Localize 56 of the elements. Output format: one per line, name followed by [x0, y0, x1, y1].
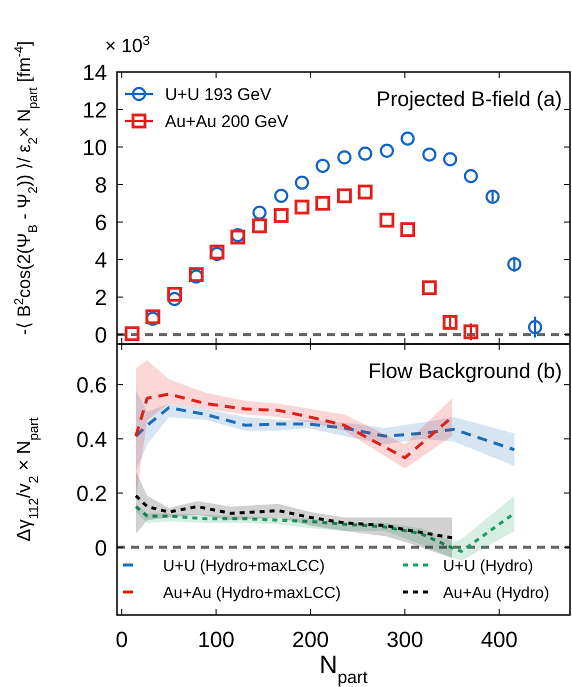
y-tick-label: 0.4 [76, 426, 107, 452]
y-tick-label: 8 [94, 172, 107, 198]
x-tick-label: 100 [198, 627, 234, 652]
x-axis-title: N$_{part}$ [319, 651, 368, 687]
y-tick-label: 12 [82, 98, 107, 123]
y-tick-label: 6 [94, 210, 107, 236]
point [400, 131, 415, 146]
y-tick-label: 10 [82, 135, 107, 160]
line-series [134, 406, 516, 452]
y-tick-label: 0.6 [76, 372, 107, 398]
y-tick-label: 2 [94, 285, 107, 310]
legend-label: Au+Au 200 GeV [165, 112, 289, 131]
point [358, 146, 372, 161]
legend-label: Au+Au (Hydro+maxLCC) [163, 585, 341, 602]
legend-label: U+U 193 GeV [165, 85, 272, 104]
point [315, 196, 330, 211]
point [380, 212, 394, 228]
y-tick-label: 0 [94, 535, 107, 560]
legend-label: U+U (Hydro+maxLCC) [163, 558, 325, 575]
point [337, 188, 352, 204]
point [464, 324, 478, 340]
point [507, 257, 522, 272]
point [167, 286, 182, 302]
y-tick-label: 0.2 [76, 481, 107, 506]
point [294, 200, 310, 214]
point [124, 326, 140, 342]
point [337, 150, 352, 164]
point [528, 320, 542, 334]
point [464, 169, 478, 184]
legend-label: U+U (Hydro) [443, 558, 534, 575]
point [486, 190, 500, 204]
point [442, 315, 458, 330]
x-tick-label: 400 [480, 627, 518, 652]
text: × 10$^{3}$ [105, 32, 150, 57]
point [380, 144, 394, 158]
point [252, 218, 267, 234]
legend-label: Au+Au (Hydro) [443, 585, 550, 602]
point [316, 158, 330, 173]
point [443, 152, 458, 166]
point [358, 184, 373, 200]
text: Flow Background (b) [368, 360, 562, 383]
x-tick-label: 200 [292, 627, 329, 652]
point [422, 147, 436, 162]
y-tick-label: 4 [94, 248, 107, 273]
point [400, 222, 416, 237]
y-tick-label: 14 [82, 60, 107, 85]
line-series [134, 494, 454, 540]
x-tick-label: 300 [386, 627, 424, 652]
y-tick-label: 0 [94, 322, 107, 348]
text: Projected B-field (a) [376, 88, 562, 111]
point [274, 188, 288, 203]
point [274, 208, 289, 223]
point [252, 206, 267, 220]
point [294, 176, 310, 190]
x-tick-label: 0 [116, 627, 128, 652]
point [422, 280, 437, 296]
